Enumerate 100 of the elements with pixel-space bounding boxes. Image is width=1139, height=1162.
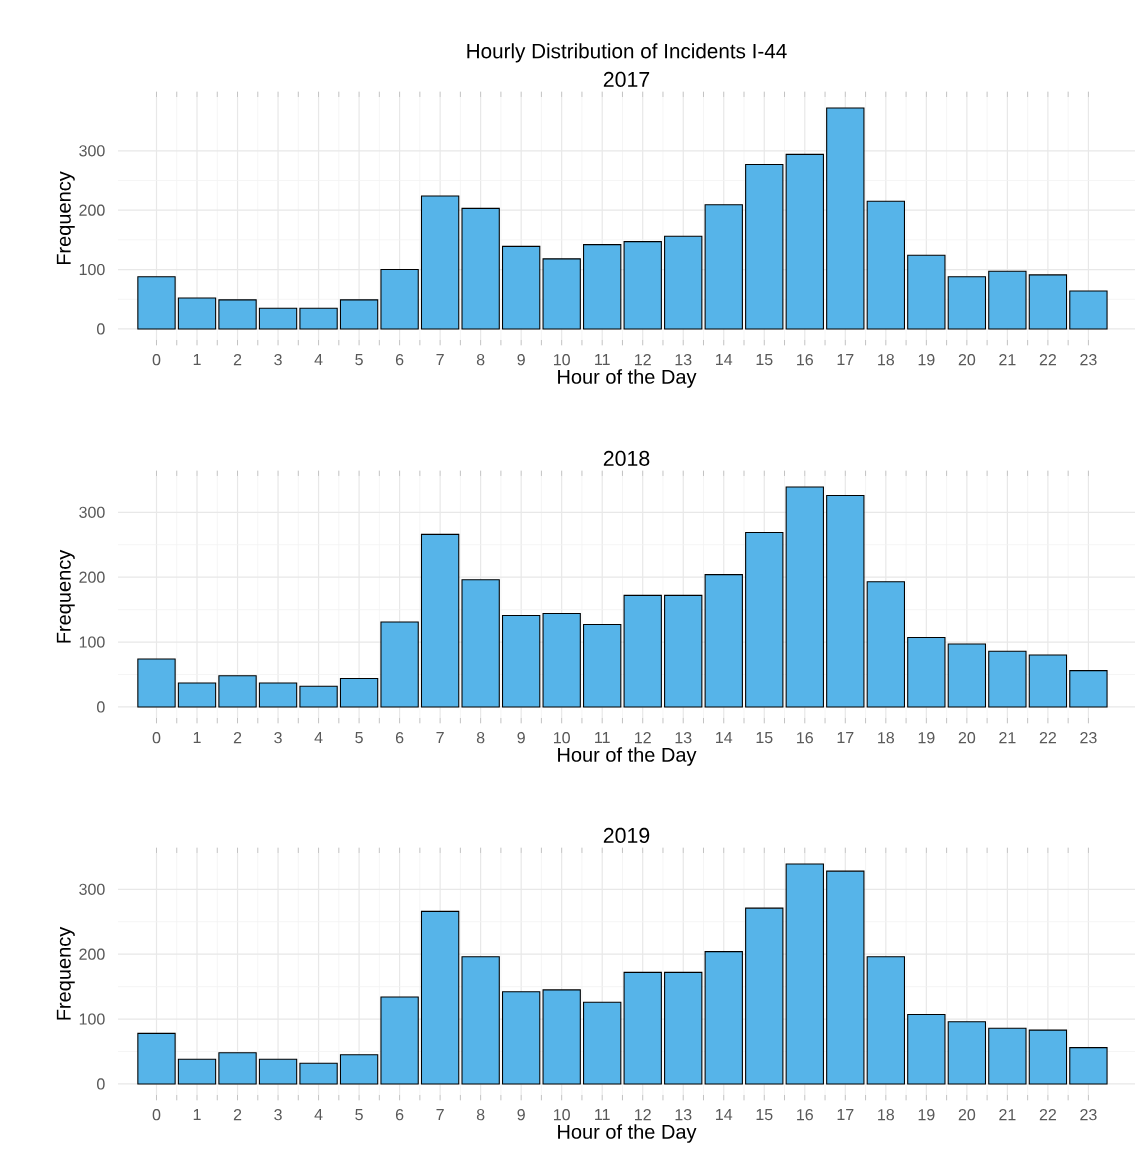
- x-tick-label: 7: [436, 354, 444, 366]
- bar: [1028, 274, 1068, 330]
- y-tick-label: 200: [79, 204, 105, 216]
- x-tick-label: 10: [553, 354, 570, 366]
- bar: [947, 643, 987, 708]
- bar: [826, 107, 865, 330]
- x-tick-label: 10: [553, 1109, 570, 1121]
- x-tick-label: 10: [553, 732, 570, 744]
- y-tick-label: 200: [79, 571, 105, 583]
- bar: [137, 276, 176, 330]
- y-tick-label: 300: [79, 883, 105, 895]
- x-tick-label: 8: [476, 732, 485, 744]
- x-tick-label: 19: [918, 1109, 935, 1121]
- bar: [339, 677, 379, 708]
- x-tick-label: 15: [756, 354, 773, 366]
- bar: [1028, 654, 1068, 708]
- x-tick-label: 5: [355, 354, 363, 366]
- bar: [623, 594, 662, 708]
- x-tick-label: 12: [635, 732, 651, 744]
- bar: [177, 297, 217, 330]
- x-tick-label: 8: [476, 354, 485, 366]
- x-tick-label: 17: [837, 354, 854, 366]
- x-tick-label: 12: [635, 1109, 651, 1121]
- bar: [461, 956, 500, 1085]
- bar: [461, 207, 500, 330]
- chart-title: 2018: [603, 450, 650, 466]
- x-tick-label: 4: [314, 1109, 323, 1121]
- x-tick-label: 9: [517, 354, 525, 366]
- bar: [339, 299, 379, 330]
- y-tick-label: 300: [79, 506, 105, 518]
- bar: [866, 200, 906, 330]
- bar: [218, 675, 257, 708]
- x-tick-label: 18: [878, 732, 895, 744]
- x-tick-label: 22: [1039, 1109, 1056, 1121]
- x-tick-label: 19: [918, 354, 935, 366]
- chart-title: 2019: [603, 827, 650, 843]
- x-tick-label: 16: [797, 732, 813, 744]
- bar: [258, 1058, 298, 1085]
- x-tick-label: 15: [756, 732, 773, 744]
- bar: [461, 579, 500, 708]
- y-axis-title: Frequency: [56, 549, 75, 643]
- x-tick-label: 7: [436, 732, 444, 744]
- y-axis-title: Frequency: [56, 926, 75, 1020]
- bar: [583, 1001, 622, 1085]
- x-tick-label: 16: [797, 354, 813, 366]
- x-tick-label: 2: [233, 732, 242, 744]
- x-tick-label: 1: [193, 732, 201, 744]
- bar: [137, 658, 176, 708]
- x-tick-label: 6: [395, 1109, 404, 1121]
- y-tick-label: 0: [97, 701, 105, 713]
- chart-title: Hourly Distribution of Incidents I-44: [467, 43, 787, 63]
- bar: [299, 307, 338, 330]
- bar: [583, 624, 622, 708]
- x-tick-label: 12: [635, 354, 651, 366]
- bar: [623, 971, 662, 1085]
- y-tick-label: 300: [79, 145, 105, 157]
- bar: [420, 195, 460, 330]
- bar: [501, 245, 541, 330]
- y-tick-label: 100: [79, 636, 105, 648]
- x-tick-label: 3: [274, 732, 282, 744]
- x-tick-label: 19: [918, 732, 935, 744]
- y-tick-label: 0: [97, 323, 105, 335]
- x-tick-label: 21: [999, 1109, 1016, 1121]
- x-tick-label: 14: [716, 354, 733, 366]
- bar: [218, 1052, 257, 1085]
- bar: [380, 996, 419, 1085]
- bar: [947, 276, 987, 330]
- y-tick-label: 0: [97, 1078, 105, 1090]
- bar: [542, 612, 581, 708]
- bar: [907, 1014, 946, 1085]
- x-tick-label: 3: [274, 1109, 282, 1121]
- bar: [542, 989, 581, 1085]
- x-tick-label: 11: [595, 732, 610, 744]
- x-tick-label: 3: [274, 354, 282, 366]
- x-tick-label: 5: [355, 1109, 363, 1121]
- bar: [866, 581, 906, 708]
- x-tick-label: 2: [233, 1109, 242, 1121]
- x-axis-title: Hour of the Day: [558, 747, 697, 766]
- bar: [177, 682, 217, 708]
- x-tick-label: 21: [999, 732, 1016, 744]
- x-tick-label: 18: [878, 354, 895, 366]
- x-tick-label: 13: [675, 732, 692, 744]
- x-tick-label: 6: [395, 732, 404, 744]
- bar: [907, 637, 946, 708]
- x-tick-label: 4: [314, 732, 323, 744]
- bar: [380, 269, 419, 330]
- x-tick-label: 15: [756, 1109, 773, 1121]
- bar: [501, 991, 541, 1085]
- x-tick-label: 18: [878, 1109, 895, 1121]
- x-tick-label: 0: [152, 1109, 161, 1121]
- bar: [380, 621, 419, 708]
- bar: [988, 650, 1027, 708]
- x-tick-label: 6: [395, 354, 404, 366]
- x-tick-label: 20: [958, 354, 976, 366]
- bar: [907, 254, 946, 330]
- x-tick-label: 21: [999, 354, 1016, 366]
- bar: [258, 682, 298, 708]
- x-tick-label: 22: [1039, 354, 1056, 366]
- x-tick-label: 2: [233, 354, 242, 366]
- x-tick-label: 9: [517, 732, 525, 744]
